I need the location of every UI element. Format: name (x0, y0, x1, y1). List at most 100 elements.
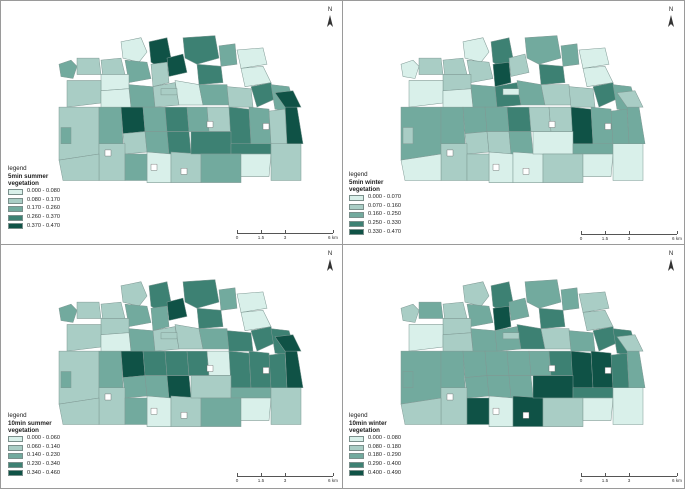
district-polygon (230, 143, 272, 155)
scale-bar: 0 1.5 3 6 km (579, 473, 682, 487)
north-arrow-icon: N (665, 7, 677, 32)
district-polygon (548, 106, 574, 132)
legend-title: legend (349, 171, 368, 178)
district-polygon (464, 131, 490, 155)
district-polygon (578, 47, 610, 69)
district-polygon (626, 346, 646, 389)
district-polygon (440, 106, 466, 145)
scale-label: 6 km (672, 478, 682, 483)
district-polygon (540, 328, 572, 350)
district-polygon (400, 303, 420, 323)
north-arrow-icon: N (324, 251, 336, 276)
district-polygon (120, 350, 146, 378)
district-polygon (572, 387, 614, 399)
legend: legend 10min winter vegetation 0.000 - 0… (349, 412, 401, 478)
north-label: N (668, 251, 674, 257)
district-polygon (402, 371, 414, 389)
legend-subtitle: 5min summer (8, 172, 49, 180)
excluded-area (548, 365, 556, 372)
district-polygon (76, 57, 102, 75)
legend-class-4: 0.250 - 0.330 (349, 220, 401, 229)
district-polygon (206, 350, 232, 376)
excluded-area (522, 168, 530, 175)
district-polygon (464, 375, 490, 399)
legend-swatch (349, 212, 364, 219)
legend-swatch (8, 436, 23, 443)
district-polygon (582, 153, 614, 177)
district-polygon (170, 151, 202, 183)
district-polygon (442, 88, 474, 110)
legend: legend 10min summer vegetation 0.000 - 0… (8, 412, 60, 478)
scale-label: 0 (579, 478, 583, 483)
district-polygon (508, 297, 530, 321)
district-polygon (190, 375, 232, 399)
district-polygon (124, 397, 148, 425)
legend-swatch (349, 461, 364, 468)
excluded-area (548, 121, 556, 128)
legend: legend 5min summer vegetation 0.000 - 0.… (8, 165, 60, 231)
district-polygon (408, 80, 444, 108)
district-polygon (198, 328, 230, 350)
district-polygon (548, 350, 574, 376)
choropleth-map (58, 35, 304, 183)
legend-swatch (8, 197, 23, 204)
district-polygon (570, 106, 594, 145)
excluded-area (150, 407, 158, 415)
district-polygon (230, 387, 272, 399)
district-polygon (170, 395, 202, 427)
scale-label: 3 (627, 478, 631, 483)
district-polygon (274, 90, 302, 108)
legend-class-4: 0.290 - 0.400 (349, 461, 401, 470)
district-polygon (186, 106, 210, 132)
district-polygon (120, 37, 148, 63)
excluded-area (604, 367, 612, 374)
scale-label: 3 (283, 235, 287, 240)
excluded-area (492, 407, 500, 415)
district-polygon (100, 332, 132, 354)
district-polygon (284, 102, 304, 145)
district-polygon (484, 106, 510, 132)
legend-swatch (8, 214, 23, 221)
district-polygon (120, 281, 148, 307)
legend-class-3: 0.170 - 0.260 (8, 205, 60, 214)
district-polygon (400, 59, 420, 79)
district-polygon (166, 297, 188, 321)
district-polygon (164, 106, 190, 132)
map-panel-5min-summer: legend 5min summer vegetation 0.000 - 0.… (0, 0, 343, 245)
district-polygon (572, 143, 614, 155)
district-polygon (122, 375, 148, 399)
district-polygon (218, 43, 238, 67)
map-panel-10min-summer: legend 10min summer vegetation 0.000 - 0… (0, 244, 343, 489)
district-polygon (400, 397, 442, 425)
district-polygon (236, 47, 268, 69)
district-polygon (150, 305, 170, 331)
legend-swatch (349, 444, 364, 451)
district-polygon (582, 397, 614, 421)
district-polygon (560, 287, 580, 311)
legend-class-5: 0.340 - 0.460 (8, 469, 60, 478)
legend-variable: vegetation (349, 186, 380, 194)
legend-swatch (349, 470, 364, 477)
legend-swatch (349, 229, 364, 236)
district-polygon (284, 346, 304, 389)
district-polygon (542, 397, 584, 427)
district-polygon (528, 106, 552, 132)
district-polygon (100, 88, 132, 110)
excluded-area (180, 168, 188, 175)
district-polygon (540, 84, 572, 106)
district-polygon (240, 153, 272, 177)
scale-label: 6 km (328, 478, 338, 483)
district-polygon (560, 43, 580, 67)
legend-class-3: 0.140 - 0.230 (8, 452, 60, 461)
district-polygon (612, 387, 644, 425)
scale-bar: 0 1.5 3 6 km (580, 231, 682, 244)
district-polygon (166, 53, 188, 77)
district-polygon (98, 350, 124, 389)
district-polygon (486, 375, 512, 399)
excluded-area (180, 412, 188, 419)
district-polygon (58, 397, 100, 425)
district-polygon (470, 328, 498, 352)
district-polygon (240, 397, 272, 421)
district-polygon (218, 287, 238, 311)
scale-label: 1.5 (601, 236, 609, 241)
